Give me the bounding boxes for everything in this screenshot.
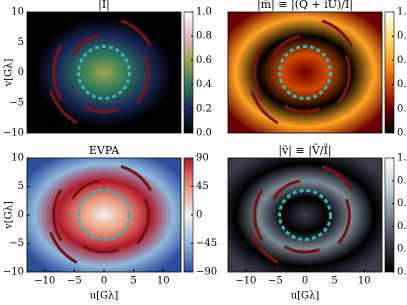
uv-track (52, 45, 62, 100)
colorbar-tick-label: 45 (196, 181, 209, 192)
uv-track (71, 179, 100, 200)
colorbar-tick-label: 0.6 (397, 55, 407, 66)
uv-track (250, 232, 279, 264)
uv-track (83, 105, 119, 114)
colorbar-tick-label: 1.0 (397, 153, 407, 164)
y-tick-label: 10 (11, 153, 24, 164)
y-tick-label: 5 (18, 181, 24, 192)
x-tick-label: −10 (235, 276, 256, 287)
uv-track (49, 232, 78, 264)
uv-track (321, 165, 353, 191)
uv-track (71, 35, 100, 56)
x-tick-label: 10 (358, 276, 371, 287)
uv-track (337, 198, 351, 244)
colorbar-tick-label: 0 (196, 210, 202, 221)
uv-track (337, 55, 351, 104)
uv-track (120, 19, 152, 47)
image (228, 158, 382, 272)
uv-track (136, 198, 150, 244)
colorbar-tick-label: 0.8 (397, 175, 407, 186)
uv-track (272, 179, 301, 200)
x-tick-label: 5 (130, 276, 136, 287)
panel-title: |m̃| ≡ |(Q̃ + iŨ)/Ĩ| (257, 0, 353, 12)
uv-circle (77, 44, 131, 101)
colorbar (384, 157, 395, 273)
y-axis-label: v[Gλ] (4, 201, 15, 230)
overlay (49, 19, 152, 124)
image (27, 12, 181, 133)
y-axis-label: v[Gλ] (4, 59, 15, 88)
uv-track (321, 19, 353, 47)
uv-track (284, 245, 320, 254)
colorbar-tick-label: 0.4 (196, 79, 212, 90)
colorbar-tick-label: 0.6 (397, 198, 407, 209)
y-tick-label: 0 (18, 210, 24, 221)
x-tick-label: 5 (331, 276, 337, 287)
y-tick-label: −5 (9, 97, 24, 108)
colorbar-tick-label: −45 (196, 238, 217, 249)
overlay (49, 165, 152, 264)
colorbar-tick-label: −90 (196, 267, 217, 278)
panel-title: |Ĩ| (98, 0, 110, 12)
uv-track (136, 55, 150, 104)
y-tick-label: 10 (11, 7, 24, 18)
panel-title: EVPA (89, 144, 120, 157)
uv-track (83, 245, 119, 254)
uv-track (284, 105, 320, 114)
uv-circle (278, 188, 332, 242)
axes-frame (227, 11, 383, 134)
y-tick-label: −10 (3, 267, 24, 278)
uv-track (272, 35, 301, 56)
colorbar-tick-label: 0.0 (397, 128, 407, 139)
x-tick-label: 0 (302, 276, 308, 287)
image (228, 12, 382, 133)
colorbar-tick-label: 0.8 (397, 31, 407, 42)
uv-track (253, 189, 263, 241)
y-tick-label: −5 (9, 238, 24, 249)
x-tick-label: −5 (268, 276, 283, 287)
colorbar-tick-label: 0.0 (397, 267, 407, 278)
uv-track (253, 45, 263, 100)
colorbar-tick-label: 1.0 (196, 7, 212, 18)
colorbar-tick-label: 1.0 (397, 7, 407, 18)
image (27, 158, 181, 272)
colorbar (384, 11, 395, 134)
overlay (250, 19, 353, 124)
x-tick-label: −10 (34, 276, 55, 287)
y-tick-label: 0 (18, 67, 24, 78)
x-tick-label: −5 (67, 276, 82, 287)
colorbar-tick-label: 0.2 (397, 244, 407, 255)
x-axis-label: u[Gλ] (291, 291, 320, 302)
colorbar-tick-label: 0.4 (397, 221, 407, 232)
colorbar (183, 11, 194, 134)
panel-title: |ṽ| ≡ |Ṽ/Ĩ| (278, 143, 331, 158)
y-tick-label: 5 (18, 37, 24, 48)
x-tick-label: 10 (157, 276, 170, 287)
y-tick-label: −10 (3, 128, 24, 139)
colorbar-tick-label: 0.0 (196, 128, 212, 139)
colorbar-tick-label: 0.8 (196, 31, 212, 42)
uv-track (49, 90, 78, 124)
x-tick-label: 0 (101, 276, 107, 287)
x-axis-label: u[Gλ] (90, 291, 119, 302)
colorbar-tick-label: 0.6 (196, 55, 212, 66)
uv-track (52, 189, 62, 241)
colorbar-tick-label: 0.2 (397, 103, 407, 114)
overlay (250, 165, 353, 264)
colorbar-tick-label: 90 (196, 153, 209, 164)
uv-circle (77, 188, 131, 242)
uv-track (120, 165, 152, 191)
colorbar-tick-label: 0.2 (196, 103, 212, 114)
uv-circle (278, 44, 332, 101)
uv-track (250, 90, 279, 124)
colorbar-tick-label: 0.4 (397, 79, 407, 90)
